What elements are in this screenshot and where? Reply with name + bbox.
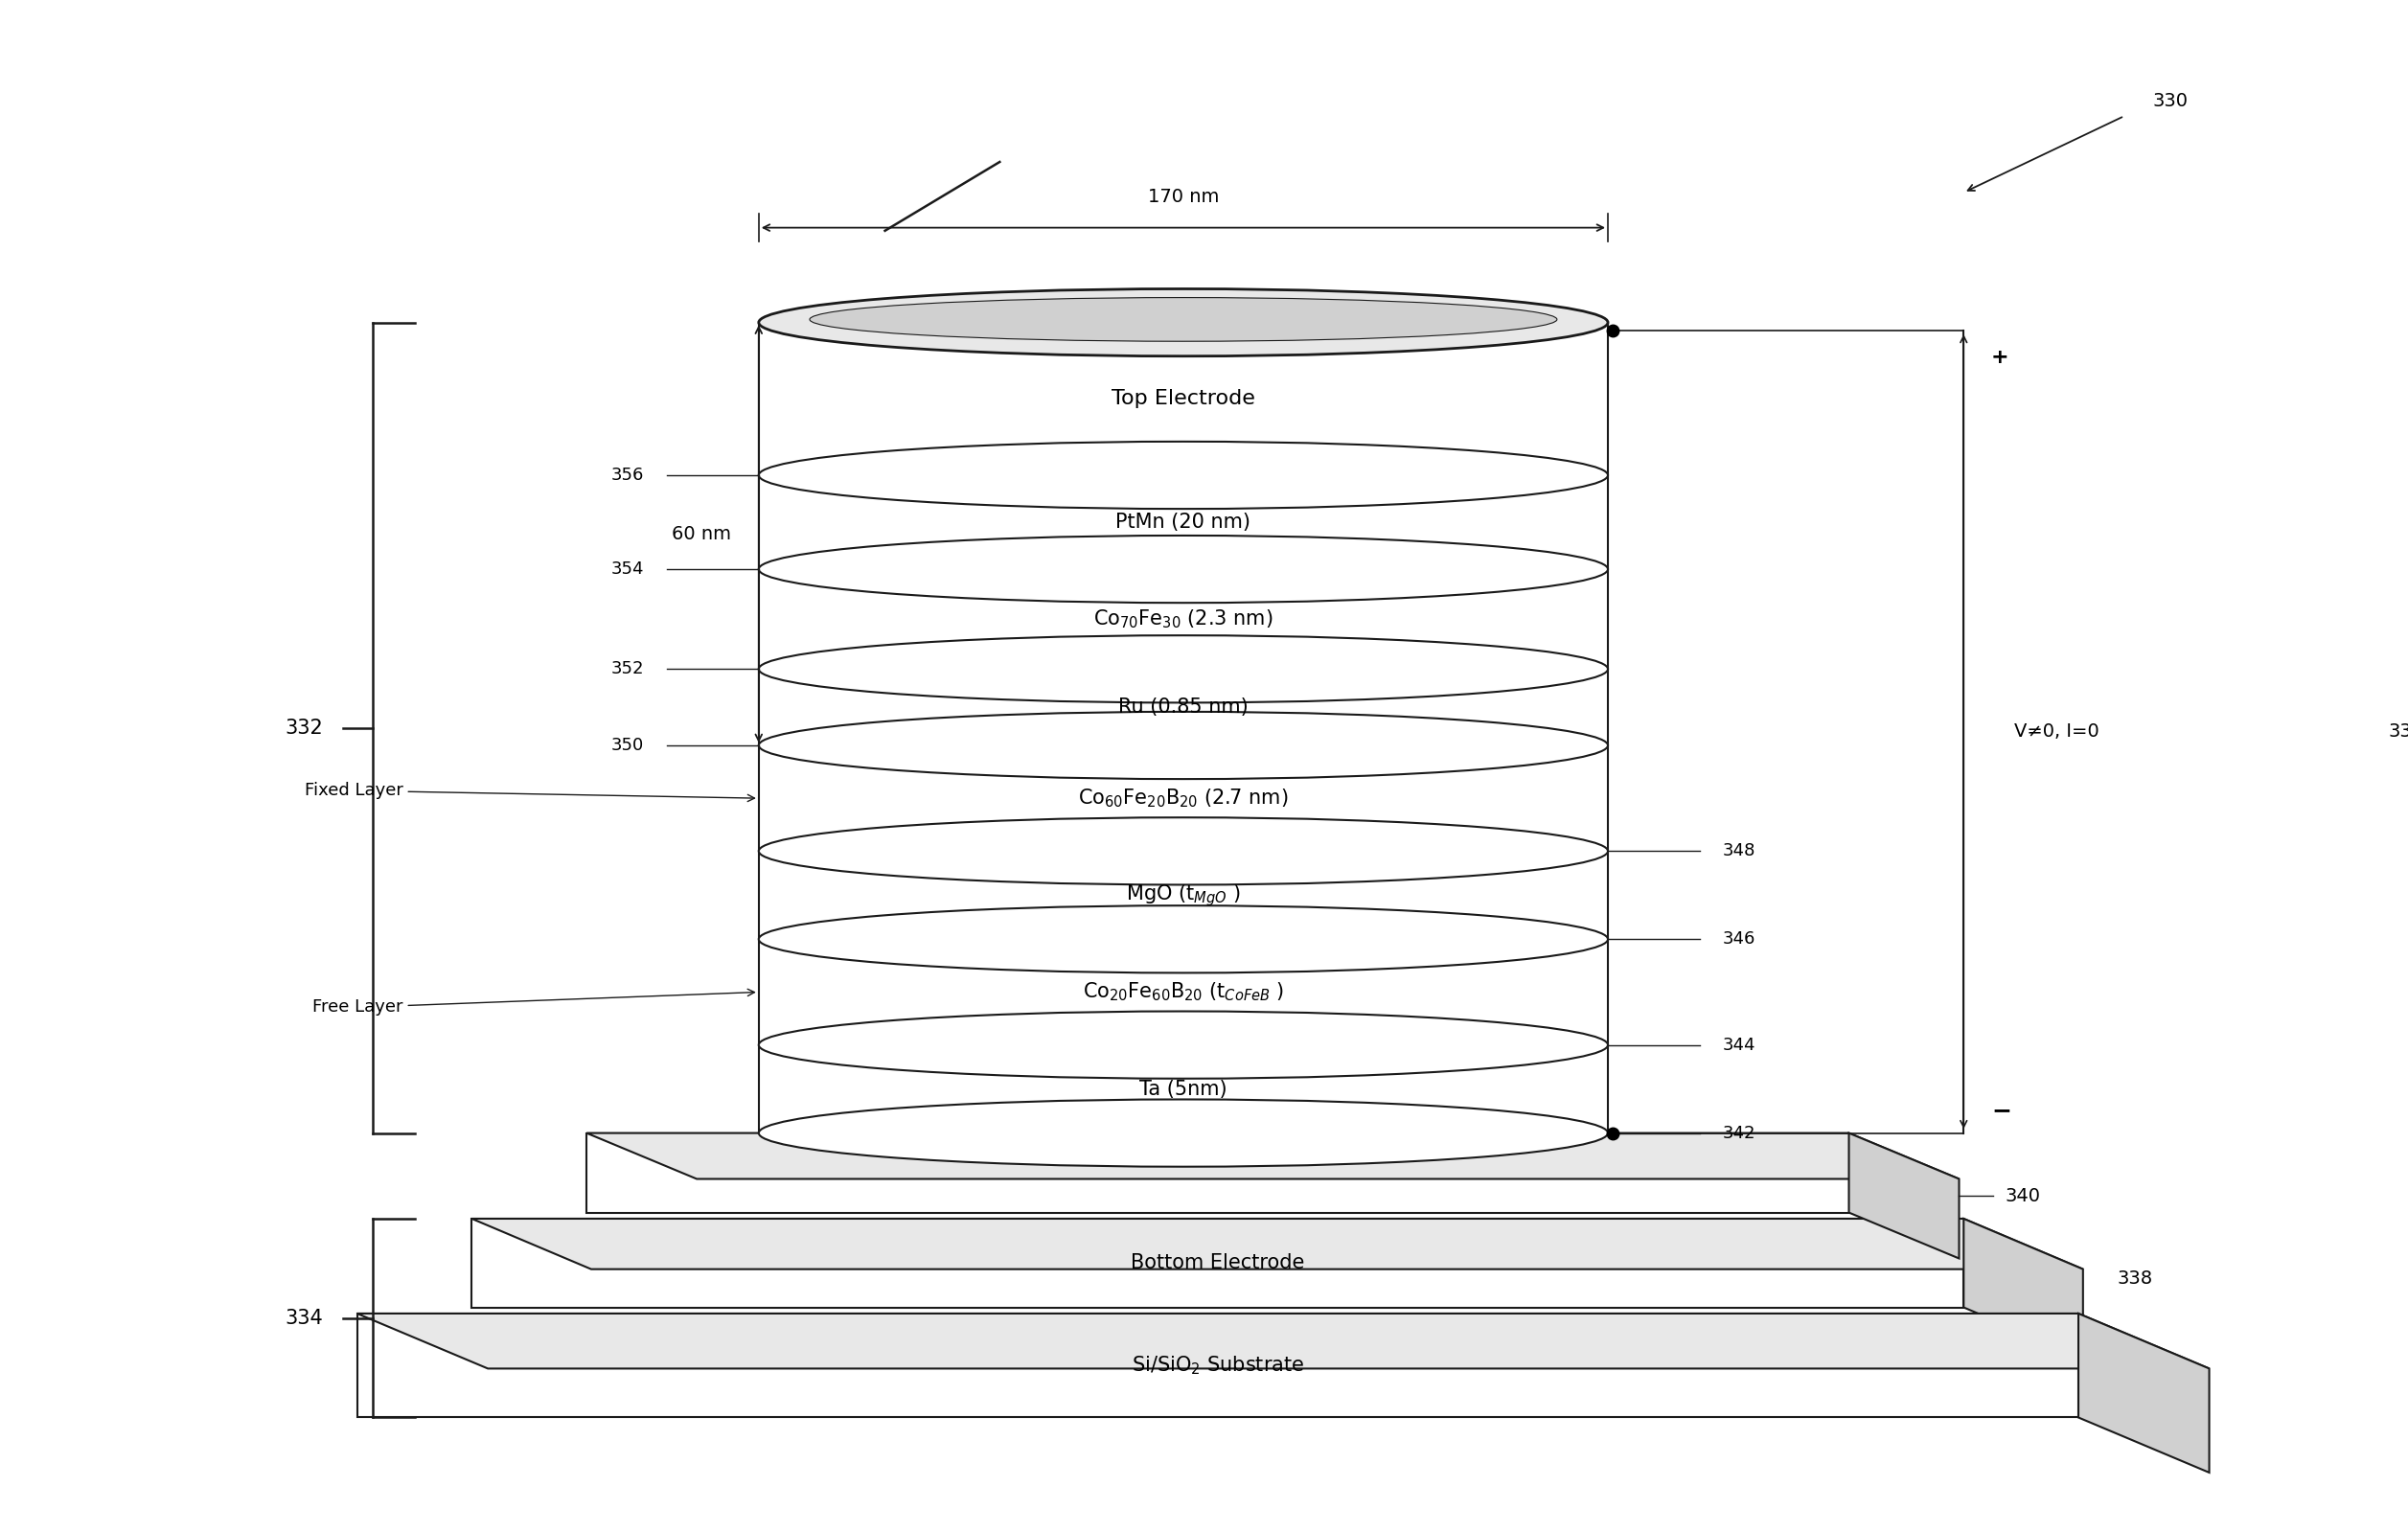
Text: Si/SiO$_2$ Substrate: Si/SiO$_2$ Substrate bbox=[1132, 1354, 1305, 1377]
Polygon shape bbox=[759, 669, 1609, 746]
Text: 338: 338 bbox=[2117, 1268, 2153, 1287]
Ellipse shape bbox=[759, 1100, 1609, 1167]
Text: Ru (0.85 nm): Ru (0.85 nm) bbox=[1117, 697, 1247, 717]
Polygon shape bbox=[356, 1313, 2208, 1368]
Polygon shape bbox=[759, 570, 1609, 669]
Text: 332: 332 bbox=[284, 719, 323, 737]
Text: 344: 344 bbox=[1722, 1036, 1755, 1054]
Ellipse shape bbox=[759, 818, 1609, 885]
Polygon shape bbox=[1849, 1134, 1960, 1258]
Polygon shape bbox=[2078, 1313, 2208, 1472]
Ellipse shape bbox=[809, 297, 1558, 342]
Text: 354: 354 bbox=[612, 561, 643, 578]
Polygon shape bbox=[759, 746, 1609, 852]
Polygon shape bbox=[588, 1134, 1960, 1180]
Text: 336: 336 bbox=[2389, 723, 2408, 740]
Polygon shape bbox=[759, 323, 1609, 475]
Text: +: + bbox=[1991, 348, 2008, 368]
Text: Co$_{60}$Fe$_{20}$B$_{20}$ (2.7 nm): Co$_{60}$Fe$_{20}$B$_{20}$ (2.7 nm) bbox=[1079, 787, 1288, 809]
Ellipse shape bbox=[759, 536, 1609, 602]
Ellipse shape bbox=[759, 1011, 1609, 1079]
Polygon shape bbox=[759, 852, 1609, 939]
Polygon shape bbox=[472, 1218, 1963, 1307]
Text: 60 nm: 60 nm bbox=[672, 525, 732, 542]
Text: 348: 348 bbox=[1722, 843, 1755, 859]
Text: −: − bbox=[1991, 1098, 2011, 1121]
Text: Top Electrode: Top Electrode bbox=[1112, 389, 1255, 409]
Text: Bottom Electrode: Bottom Electrode bbox=[1132, 1253, 1305, 1273]
Ellipse shape bbox=[759, 290, 1609, 355]
Ellipse shape bbox=[759, 905, 1609, 973]
Text: 350: 350 bbox=[612, 737, 643, 754]
Polygon shape bbox=[759, 1045, 1609, 1134]
Text: PtMn (20 nm): PtMn (20 nm) bbox=[1115, 513, 1250, 532]
Polygon shape bbox=[356, 1313, 2078, 1417]
Text: 340: 340 bbox=[2006, 1187, 2040, 1204]
Text: 352: 352 bbox=[612, 660, 643, 677]
Text: V≠0, I=0: V≠0, I=0 bbox=[2013, 723, 2100, 740]
Text: Fixed Layer: Fixed Layer bbox=[303, 781, 754, 801]
Text: 330: 330 bbox=[2153, 92, 2189, 110]
Text: 342: 342 bbox=[1722, 1124, 1755, 1141]
Text: 334: 334 bbox=[284, 1308, 323, 1328]
Polygon shape bbox=[1963, 1218, 2083, 1357]
Polygon shape bbox=[759, 939, 1609, 1045]
Ellipse shape bbox=[759, 636, 1609, 703]
Text: Co$_{20}$Fe$_{60}$B$_{20}$ (t$_{CoFeB}$ ): Co$_{20}$Fe$_{60}$B$_{20}$ (t$_{CoFeB}$ … bbox=[1084, 980, 1283, 1003]
Ellipse shape bbox=[759, 712, 1609, 780]
Polygon shape bbox=[588, 1134, 1849, 1212]
Polygon shape bbox=[472, 1218, 2083, 1268]
Text: Co$_{70}$Fe$_{30}$ (2.3 nm): Co$_{70}$Fe$_{30}$ (2.3 nm) bbox=[1093, 608, 1274, 630]
Polygon shape bbox=[759, 475, 1609, 570]
Text: Ta (5nm): Ta (5nm) bbox=[1139, 1080, 1228, 1098]
Text: Free Layer: Free Layer bbox=[313, 990, 754, 1016]
Text: MgO (t$_{MgO}$ ): MgO (t$_{MgO}$ ) bbox=[1127, 882, 1240, 908]
Text: 170 nm: 170 nm bbox=[1149, 188, 1218, 207]
Text: 346: 346 bbox=[1722, 930, 1755, 948]
Ellipse shape bbox=[759, 441, 1609, 509]
Text: 356: 356 bbox=[612, 467, 643, 484]
